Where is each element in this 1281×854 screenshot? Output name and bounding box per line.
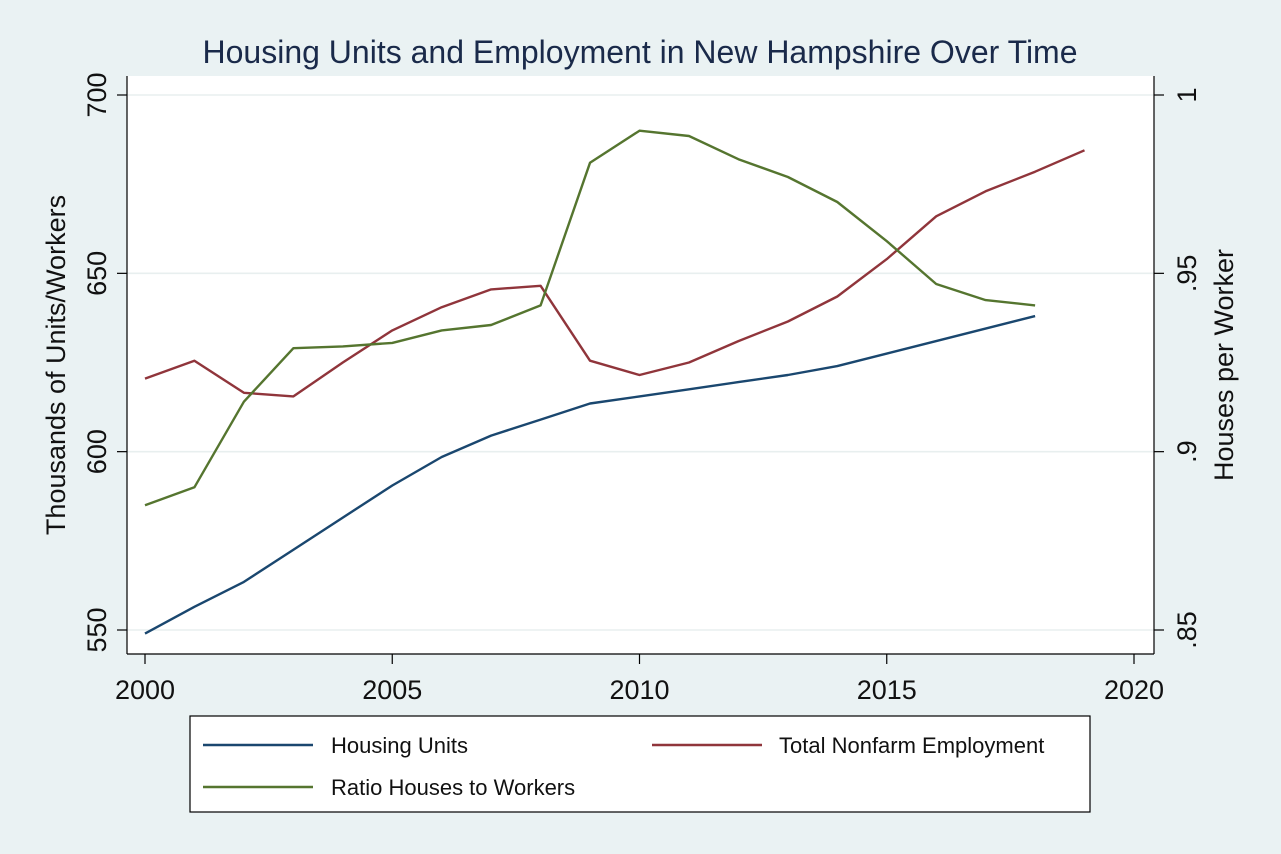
legend-label: Ratio Houses to Workers <box>331 775 575 800</box>
x-tick-label: 2015 <box>857 675 917 705</box>
plot-area <box>127 76 1154 654</box>
y2-tick-label: 1 <box>1172 87 1202 102</box>
y2-axis-title: Houses per Worker <box>1209 249 1239 481</box>
x-tick-label: 2000 <box>115 675 175 705</box>
legend-box <box>189 715 1091 813</box>
y-axis-title: Thousands of Units/Workers <box>41 195 71 535</box>
y-tick-label: 600 <box>82 429 112 474</box>
series-line-3 <box>144 129 1036 507</box>
legend-label: Housing Units <box>331 733 468 758</box>
chart-title: Housing Units and Employment in New Hamp… <box>203 34 1078 70</box>
y-tick-label: 650 <box>82 251 112 296</box>
y2-tick-label: .9 <box>1172 440 1202 463</box>
y2-tick-label: .95 <box>1172 255 1202 293</box>
series-line-2 <box>144 149 1085 398</box>
legend-label: Total Nonfarm Employment <box>779 733 1044 758</box>
x-tick-label: 2005 <box>362 675 422 705</box>
y-tick-label: 550 <box>82 607 112 652</box>
x-tick-label: 2020 <box>1104 675 1164 705</box>
legend: Housing Units Total Nonfarm Employment Rat… <box>189 715 1091 813</box>
x-tick-label: 2010 <box>609 675 669 705</box>
axes: 2000 2005 2010 2015 2020 550 600 650 700 .85 .9 .95… <box>82 72 1202 705</box>
gridlines <box>127 94 1154 631</box>
y2-tick-label: .85 <box>1172 611 1202 649</box>
series-line-1 <box>144 314 1036 635</box>
y-tick-label: 700 <box>82 72 112 117</box>
series-layer <box>144 129 1085 635</box>
